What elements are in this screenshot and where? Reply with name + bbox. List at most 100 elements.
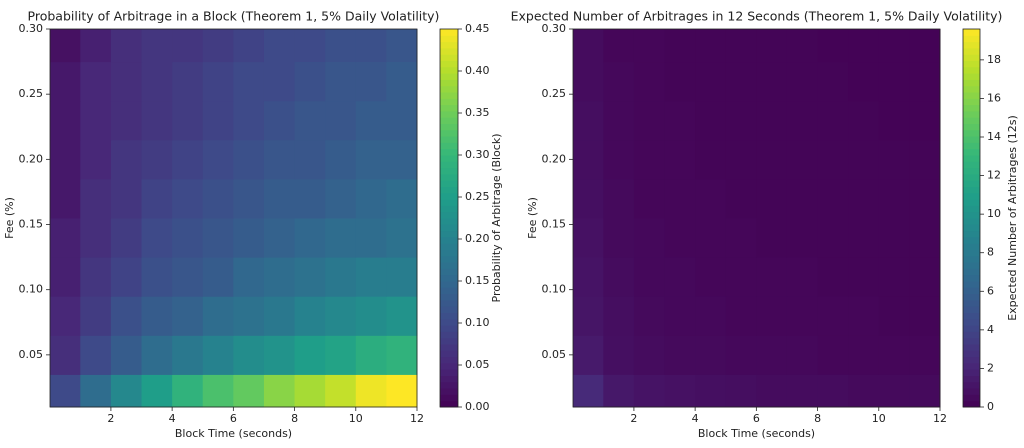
contour-cell: [725, 296, 757, 336]
contour-cell: [756, 335, 788, 375]
contour-cell: [848, 100, 880, 141]
contour-cell: [695, 296, 727, 336]
contour-cell: [786, 29, 819, 63]
colorbar-step: [963, 230, 980, 238]
colorbar-step: [440, 142, 458, 150]
contour-cell: [909, 218, 941, 258]
contour-cell: [633, 61, 666, 102]
contour-cell: [294, 218, 326, 258]
contour-cell: [294, 257, 326, 297]
colorbar-step: [963, 224, 980, 232]
colorbar-step: [963, 287, 980, 295]
colorbar-step: [963, 66, 980, 74]
contour-cell: [50, 374, 81, 408]
contour-cell: [848, 178, 880, 219]
contour-cell: [80, 61, 112, 102]
contour-cell: [325, 29, 357, 63]
contour-cell: [817, 100, 849, 141]
colorbar-tick-label: 16: [987, 91, 1001, 104]
contour-cell: [325, 139, 357, 180]
y-axis-label: Fee (%): [3, 197, 16, 239]
colorbar-step: [440, 249, 458, 257]
contour-cell: [172, 178, 204, 219]
contour-cell: [786, 296, 819, 336]
colorbar-step: [963, 92, 980, 99]
contour-cell: [80, 100, 112, 141]
contour-cell: [603, 29, 635, 63]
colorbar-step: [963, 41, 980, 49]
contour-cell: [386, 218, 418, 258]
colorbar-step: [440, 224, 458, 232]
contour-cell: [848, 218, 880, 258]
colorbar-tick-label: 0.25: [465, 190, 490, 203]
contour-cell: [603, 296, 635, 336]
colorbar-step: [963, 369, 980, 376]
contour-cell: [110, 335, 143, 375]
contour-cell: [603, 61, 635, 102]
contour-cell: [325, 61, 357, 102]
contour-cell: [50, 335, 81, 375]
contour-cell: [172, 139, 204, 180]
contour-cell: [233, 296, 265, 336]
x-tick-label: 8: [291, 412, 298, 425]
colorbar-step: [963, 148, 980, 156]
contour-cell: [909, 335, 941, 375]
colorbar-step: [963, 180, 980, 187]
y-tick-label: 0.10: [542, 283, 567, 296]
colorbar-step: [440, 356, 458, 364]
contour-cell: [50, 29, 81, 63]
colorbar-step: [963, 381, 980, 389]
colorbar-step: [440, 211, 458, 219]
contour-cell: [80, 29, 112, 63]
x-axis-label: Block Time (seconds): [175, 427, 292, 440]
contour-cell: [355, 218, 387, 258]
contour-cell: [786, 139, 819, 180]
colorbar-step: [440, 299, 458, 307]
colorbar-step: [440, 66, 458, 74]
contour-cell: [725, 29, 757, 63]
colorbar-step: [440, 155, 458, 162]
contour-cell: [172, 374, 204, 408]
colorbar-step: [963, 325, 980, 332]
contour-cell: [695, 29, 727, 63]
contour-cell: [695, 218, 727, 258]
y-tick-label: 0.30: [19, 22, 44, 35]
contour-cell: [664, 296, 696, 336]
contour-cell: [817, 374, 849, 408]
contour-cell: [756, 218, 788, 258]
colorbar-step: [440, 79, 458, 87]
contour-cell: [80, 296, 112, 336]
contour-cell: [878, 100, 910, 141]
colorbar-step: [440, 54, 458, 61]
contour-cell: [695, 178, 727, 219]
y-tick-label: 0.25: [19, 87, 44, 100]
contour-cell: [756, 139, 788, 180]
colorbar-step: [440, 60, 458, 68]
contour-cell: [50, 100, 81, 141]
x-tick-label: 6: [230, 412, 237, 425]
contour-cell: [141, 29, 173, 63]
contour-cell: [263, 139, 296, 180]
colorbar-step: [963, 192, 980, 200]
contour-cell: [756, 374, 788, 408]
colorbar-step: [963, 243, 980, 250]
colorbar-tick-label: 0.00: [465, 400, 490, 413]
contour-cell: [202, 374, 234, 408]
contour-cell: [909, 139, 941, 180]
contour-cell: [325, 218, 357, 258]
contour-cell: [633, 100, 666, 141]
x-axis-label: Block Time (seconds): [698, 427, 815, 440]
contour-cell: [172, 218, 204, 258]
colorbar-step: [440, 236, 458, 244]
colorbar-tick-label: 0.35: [465, 106, 490, 119]
contour-cell: [294, 374, 326, 408]
contour-cell: [141, 296, 173, 336]
contour-cell: [603, 100, 635, 141]
colorbar-step: [963, 47, 980, 55]
colorbar-step: [963, 350, 980, 358]
y-tick-label: 0.20: [19, 152, 44, 165]
contour-cell: [325, 296, 357, 336]
contour-cell: [386, 29, 418, 63]
colorbar-tick-label: 0.05: [465, 358, 490, 371]
contour-cell: [817, 257, 849, 297]
